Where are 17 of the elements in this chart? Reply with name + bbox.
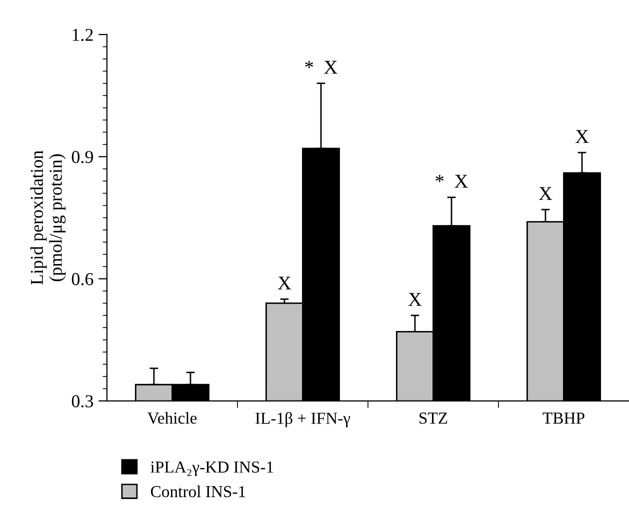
- x-tick-label: Vehicle: [147, 412, 197, 424]
- y-tick-label: 0.6: [72, 273, 94, 286]
- annotation: * X: [305, 60, 338, 74]
- x-tick-label: IL-1β + IFN-γ: [256, 412, 350, 428]
- y-tick-label: 1.2: [72, 28, 93, 42]
- x-tick-label: STZ: [420, 412, 448, 424]
- y-tick-label: 0.3: [72, 395, 94, 408]
- annotation: * X: [436, 174, 468, 188]
- legend-label: iPLA₂γ-KD INS-1: [150, 462, 274, 476]
- y-tick-label: 0.9: [72, 150, 93, 164]
- annotation: X: [278, 276, 292, 290]
- legend-label: Control INS-1: [150, 486, 246, 498]
- y-axis-title: Lipid peroxidation (pmol/μg protein): [30, 150, 66, 285]
- annotation: X: [575, 130, 589, 143]
- annotation: X: [538, 187, 552, 200]
- annotation: X: [408, 292, 422, 306]
- x-tick-label: TBHP: [542, 412, 584, 424]
